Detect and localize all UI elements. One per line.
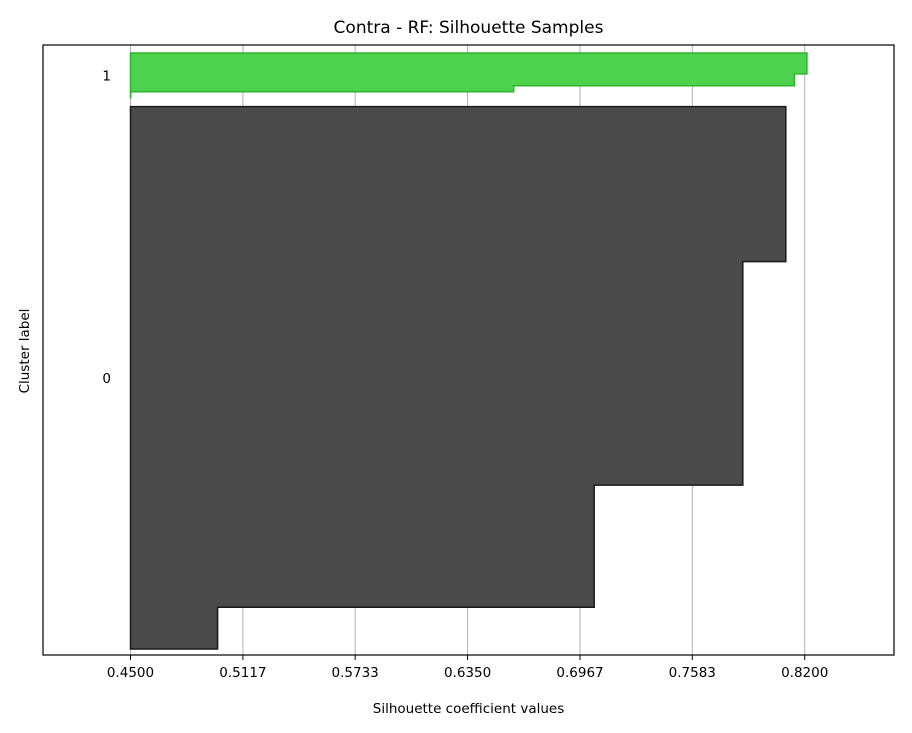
cluster-0-label: 0: [102, 371, 111, 387]
x-axis-label: Silhouette coefficient values: [373, 701, 565, 717]
x-axis-ticks: 0.4500 0.5117 0.5733 0.6350 0.6967 0.7583 0.82…: [107, 655, 828, 681]
x-tick-label: 0.5733: [332, 665, 379, 681]
cluster-1-label: 1: [102, 68, 111, 84]
x-tick-label: 0.6967: [556, 665, 603, 681]
y-axis-label: Cluster label: [17, 309, 33, 394]
x-tick-label: 0.8200: [781, 665, 828, 681]
plot-frame: [42, 44, 895, 656]
x-tick-label: 0.5117: [219, 665, 266, 681]
x-tick-label: 0.7583: [669, 665, 716, 681]
x-tick-label: 0.4500: [107, 665, 154, 681]
cluster-areas: [129, 52, 808, 650]
cluster-0-area: [129, 105, 787, 650]
chart-title: Contra - RF: Silhouette Samples: [334, 18, 604, 38]
cluster-tick-labels: 10: [102, 68, 111, 386]
x-tick-label: 0.6350: [444, 665, 491, 681]
cluster-1-area: [129, 52, 808, 99]
